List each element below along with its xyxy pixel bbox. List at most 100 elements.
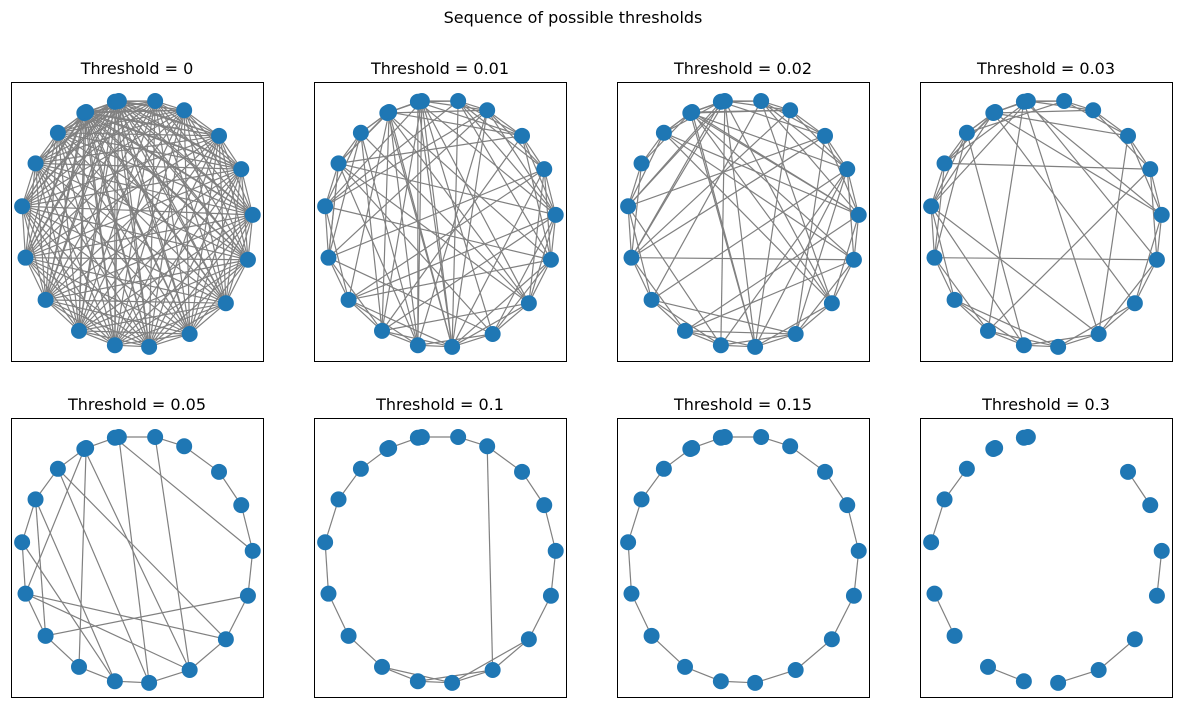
- edge: [966, 132, 1025, 346]
- node: [845, 251, 862, 268]
- panel-title: Threshold = 0.3: [981, 395, 1110, 414]
- node: [479, 102, 496, 119]
- node: [923, 534, 940, 551]
- node: [716, 429, 733, 446]
- node: [633, 491, 650, 508]
- edge: [630, 100, 726, 258]
- panel-frame: [617, 82, 870, 362]
- node: [147, 429, 164, 446]
- node: [946, 291, 963, 308]
- edge: [1023, 101, 1100, 335]
- node: [1142, 497, 1159, 514]
- node: [620, 534, 637, 551]
- node: [747, 674, 764, 691]
- edge: [627, 135, 826, 207]
- node: [239, 587, 256, 604]
- node: [520, 631, 537, 648]
- edge: [831, 595, 855, 640]
- node: [839, 497, 856, 514]
- edge: [421, 100, 530, 304]
- edge: [457, 100, 552, 261]
- node: [320, 249, 337, 266]
- node: [839, 161, 856, 178]
- edge: [45, 299, 150, 348]
- edge: [651, 299, 722, 346]
- node: [547, 542, 564, 559]
- edge: [360, 132, 419, 346]
- node-group: [14, 93, 261, 355]
- node: [1142, 161, 1159, 178]
- node: [753, 429, 770, 446]
- edge: [992, 112, 1136, 304]
- edge: [386, 112, 552, 261]
- edge: [1134, 259, 1158, 304]
- edge: [57, 132, 116, 346]
- edge: [760, 100, 826, 137]
- node: [845, 587, 862, 604]
- node: [340, 627, 357, 644]
- panel-grid: Threshold = 0 Threshold = 0.01 Threshold =…: [11, 59, 1173, 698]
- edge: [78, 135, 220, 332]
- edge: [57, 132, 80, 331]
- panel-1: Threshold = 0: [11, 59, 264, 362]
- edge: [930, 205, 1025, 346]
- edge: [183, 109, 254, 216]
- node: [782, 438, 799, 455]
- node: [1050, 338, 1067, 355]
- edge: [114, 100, 156, 346]
- edge: [24, 111, 87, 258]
- node: [484, 661, 501, 678]
- edge: [528, 214, 557, 304]
- edge: [631, 257, 854, 261]
- edge: [57, 468, 150, 684]
- node: [936, 491, 953, 508]
- edge: [34, 163, 116, 346]
- edge: [34, 499, 47, 636]
- node: [110, 93, 127, 110]
- node: [49, 124, 66, 141]
- edge: [348, 259, 552, 301]
- edge: [45, 214, 253, 301]
- panel-frame: [314, 82, 567, 362]
- node-group: [317, 429, 564, 691]
- node: [106, 673, 123, 690]
- panel-6: Threshold = 0.1: [314, 395, 567, 698]
- edge: [78, 448, 87, 667]
- edge: [338, 162, 494, 335]
- node: [1120, 463, 1137, 480]
- edge: [45, 299, 116, 346]
- panel-4: Threshold = 0.03: [920, 59, 1173, 362]
- edge: [78, 100, 156, 332]
- edge: [934, 257, 1157, 261]
- edge: [338, 162, 556, 216]
- edge: [1027, 100, 1158, 261]
- edge: [528, 595, 552, 640]
- edge: [78, 259, 249, 332]
- edge: [1134, 214, 1163, 304]
- edge: [183, 110, 227, 304]
- node: [37, 291, 54, 308]
- edge: [154, 100, 242, 170]
- node: [542, 251, 559, 268]
- edge: [78, 101, 116, 331]
- edge: [25, 214, 253, 259]
- node: [181, 325, 198, 342]
- node-group: [923, 429, 1170, 691]
- edge: [631, 135, 826, 259]
- edge: [21, 109, 185, 207]
- edge: [114, 101, 120, 346]
- node: [1153, 542, 1170, 559]
- node: [409, 673, 426, 690]
- edge: [324, 542, 330, 594]
- node: [747, 338, 764, 355]
- edge: [651, 168, 848, 301]
- node: [110, 429, 127, 446]
- node: [1019, 93, 1036, 110]
- edge: [25, 257, 116, 346]
- edge: [148, 168, 242, 348]
- node: [381, 440, 398, 457]
- node: [330, 491, 347, 508]
- node: [987, 440, 1004, 457]
- edge: [389, 111, 523, 137]
